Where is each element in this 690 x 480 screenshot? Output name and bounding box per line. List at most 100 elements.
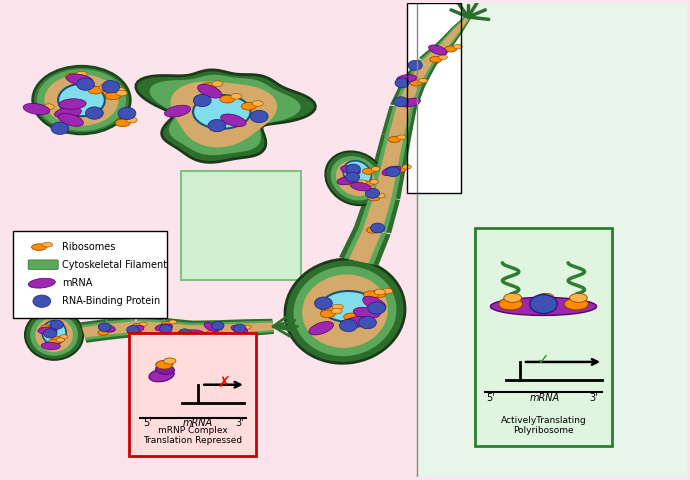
Ellipse shape [358,180,367,184]
Circle shape [127,325,139,334]
Polygon shape [170,82,277,147]
Ellipse shape [106,92,120,100]
Ellipse shape [375,289,385,295]
Ellipse shape [149,369,174,382]
Ellipse shape [569,293,587,302]
Ellipse shape [193,95,250,129]
Circle shape [86,107,104,119]
Text: 3': 3' [235,419,244,429]
Circle shape [315,297,333,310]
Ellipse shape [37,69,126,131]
Ellipse shape [351,182,371,191]
Text: 3': 3' [589,393,598,403]
Polygon shape [162,318,193,339]
Polygon shape [405,60,434,86]
Ellipse shape [293,266,397,356]
Polygon shape [441,28,461,47]
Ellipse shape [139,322,147,326]
Ellipse shape [42,321,66,344]
Polygon shape [363,196,391,232]
Ellipse shape [499,298,522,310]
Ellipse shape [212,81,223,86]
Ellipse shape [241,103,256,110]
Text: mRNP Complex
Translation Repressed: mRNP Complex Translation Repressed [143,426,242,445]
Ellipse shape [337,176,357,185]
Ellipse shape [99,84,110,90]
Ellipse shape [164,358,176,364]
Polygon shape [107,319,138,337]
Circle shape [118,107,136,120]
Polygon shape [190,324,219,335]
Polygon shape [382,135,404,168]
Polygon shape [423,44,448,64]
Polygon shape [108,321,137,335]
Polygon shape [389,107,410,136]
Ellipse shape [106,329,113,333]
Text: 5': 5' [143,419,152,429]
Circle shape [368,302,386,314]
Text: Ribosomes: Ribosomes [62,242,116,252]
Polygon shape [190,323,219,337]
Ellipse shape [371,167,380,171]
Polygon shape [419,42,451,66]
Ellipse shape [76,71,87,77]
Bar [417,3,687,477]
Ellipse shape [55,107,81,119]
Ellipse shape [48,339,59,345]
Ellipse shape [25,310,83,360]
Ellipse shape [331,156,380,201]
Ellipse shape [402,165,411,169]
Circle shape [386,167,400,177]
Ellipse shape [59,99,86,109]
Polygon shape [81,322,111,340]
Polygon shape [385,106,413,137]
Ellipse shape [371,290,386,298]
Polygon shape [455,16,470,30]
Ellipse shape [188,330,205,337]
Circle shape [408,60,422,70]
Polygon shape [163,323,192,335]
Ellipse shape [221,114,246,127]
Bar [3,3,417,477]
Ellipse shape [491,298,597,315]
Circle shape [530,295,558,313]
Ellipse shape [32,106,48,113]
Ellipse shape [210,120,226,128]
Ellipse shape [32,66,130,134]
Ellipse shape [44,74,119,126]
Ellipse shape [377,193,385,198]
Ellipse shape [178,331,188,336]
Circle shape [33,295,50,307]
Ellipse shape [38,327,57,334]
Ellipse shape [104,89,119,97]
Ellipse shape [321,291,376,322]
Ellipse shape [65,73,80,81]
Ellipse shape [201,83,216,90]
Polygon shape [373,134,411,168]
Polygon shape [339,227,391,265]
Polygon shape [218,324,246,334]
Circle shape [102,81,120,93]
Ellipse shape [197,84,221,98]
Ellipse shape [41,342,60,349]
Ellipse shape [23,103,50,115]
Ellipse shape [504,293,522,302]
Ellipse shape [66,74,93,85]
Circle shape [179,329,191,337]
Polygon shape [135,316,165,338]
Ellipse shape [370,180,379,184]
Polygon shape [382,106,417,137]
Ellipse shape [375,226,384,230]
Polygon shape [390,81,425,110]
Ellipse shape [98,330,108,336]
Ellipse shape [397,74,417,83]
Circle shape [159,324,172,333]
Ellipse shape [220,96,235,103]
Circle shape [371,223,385,233]
Ellipse shape [388,136,400,143]
Polygon shape [374,166,397,198]
Polygon shape [217,319,247,338]
Ellipse shape [363,296,386,311]
Polygon shape [397,82,420,108]
Ellipse shape [564,298,589,310]
